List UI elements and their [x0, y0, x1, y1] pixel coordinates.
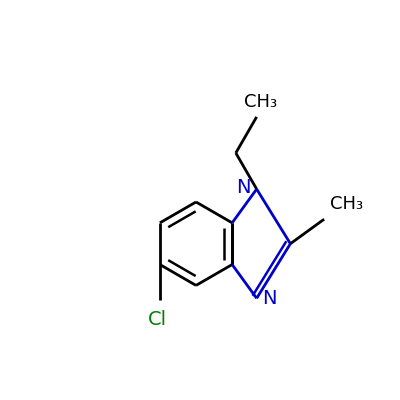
- Text: CH₃: CH₃: [330, 195, 363, 213]
- Text: N: N: [263, 289, 277, 308]
- Text: N: N: [236, 178, 251, 197]
- Text: Cl: Cl: [148, 310, 168, 329]
- Text: CH₃: CH₃: [244, 93, 277, 111]
